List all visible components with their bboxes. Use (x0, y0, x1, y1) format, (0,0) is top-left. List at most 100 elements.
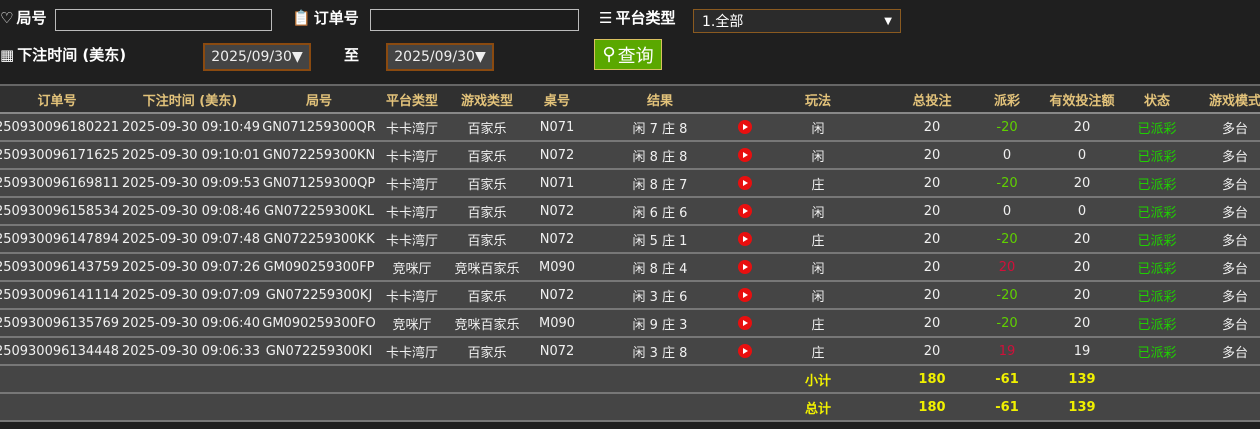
cell-table-no: N071 (530, 169, 584, 198)
cell-valid-bet: 20 (1032, 169, 1132, 198)
cell-valid-bet: 0 (1032, 197, 1132, 226)
cell-bet-time: 2025-09-30 09:06:40 (122, 309, 260, 338)
column-header-round-id: 局号 (258, 84, 380, 114)
cell-table-no: N072 (530, 337, 584, 366)
empty-cell (1182, 365, 1260, 394)
cell-payout: -20 (982, 309, 1032, 338)
empty-cell (530, 393, 584, 422)
cell-game-mode: 多台 (1182, 225, 1260, 254)
cell-round-id: GM090259300FP (258, 253, 380, 282)
cell-platform: 卡卡湾厅 (380, 169, 444, 198)
table-row: 250930096141114 2025-09-30 09:07:09 GN0722… (0, 281, 1260, 310)
cell-status: 已派彩 (1132, 197, 1182, 226)
round-input[interactable] (55, 9, 272, 31)
cell-game-type: 百家乐 (444, 113, 530, 142)
cell-play-type: 闲 (754, 281, 882, 310)
total-valid: 139 (1032, 393, 1132, 422)
cell-valid-bet: 20 (1032, 281, 1132, 310)
empty-cell (258, 393, 380, 422)
cell-result: 闲 8 庄 7 (584, 169, 736, 198)
cell-status: 已派彩 (1132, 141, 1182, 170)
query-button[interactable]: ⚲ 查询 (594, 39, 662, 70)
video-cell (736, 197, 754, 226)
cell-game-mode: 多台 (1182, 169, 1260, 198)
cell-play-type: 庄 (754, 337, 882, 366)
cell-play-type: 庄 (754, 169, 882, 198)
cell-platform: 卡卡湾厅 (380, 141, 444, 170)
cell-order-id: 250930096143759 (0, 253, 122, 282)
to-label: 至 (344, 46, 360, 64)
play-video-icon[interactable] (738, 344, 752, 358)
cell-round-id: GN071259300QP (258, 169, 380, 198)
total-payout: -61 (982, 393, 1032, 422)
cell-status: 已派彩 (1132, 337, 1182, 366)
cell-total-bet: 20 (882, 197, 982, 226)
cell-table-no: N071 (530, 113, 584, 142)
cell-valid-bet: 20 (1032, 225, 1132, 254)
column-header-game-type: 游戏类型 (444, 84, 530, 114)
cell-status: 已派彩 (1132, 113, 1182, 142)
cell-platform: 卡卡湾厅 (380, 225, 444, 254)
chevron-down-icon: ▼ (884, 15, 892, 27)
cell-payout: 0 (982, 141, 1032, 170)
play-video-icon[interactable] (738, 204, 752, 218)
cell-round-id: GN072259300KN (258, 141, 380, 170)
cell-result: 闲 7 庄 8 (584, 113, 736, 142)
cell-status: 已派彩 (1132, 253, 1182, 282)
column-header-video (736, 84, 754, 114)
cell-play-type: 闲 (754, 253, 882, 282)
empty-cell (584, 393, 736, 422)
table-row: 250930096169811 2025-09-30 09:09:53 GN0712… (0, 169, 1260, 198)
table-row: 250930096171625 2025-09-30 09:10:01 GN0722… (0, 141, 1260, 170)
empty-cell (122, 393, 258, 422)
order-input[interactable] (370, 9, 579, 31)
play-video-icon[interactable] (738, 148, 752, 162)
cell-game-type: 竞咪百家乐 (444, 253, 530, 282)
cell-bet-time: 2025-09-30 09:08:46 (122, 197, 260, 226)
cell-bet-time: 2025-09-30 09:07:48 (122, 225, 260, 254)
column-header-order-id: 订单号 (0, 84, 122, 114)
play-video-icon[interactable] (738, 120, 752, 134)
cell-platform: 竞咪厅 (380, 253, 444, 282)
cell-table-no: M090 (530, 253, 584, 282)
cell-platform: 卡卡湾厅 (380, 281, 444, 310)
cell-valid-bet: 19 (1032, 337, 1132, 366)
cell-payout: -20 (982, 281, 1032, 310)
search-icon: ⚲ (602, 44, 616, 65)
empty-cell (0, 393, 122, 422)
cell-payout: -20 (982, 225, 1032, 254)
video-cell (736, 309, 754, 338)
platform-select[interactable]: 1.全部 ▼ (693, 9, 901, 33)
cell-play-type: 庄 (754, 309, 882, 338)
platform-label: ☰ 平台类型 (599, 8, 676, 28)
cell-order-id: 250930096147894 (0, 225, 122, 254)
empty-cell (736, 365, 754, 394)
cell-game-type: 百家乐 (444, 197, 530, 226)
play-video-icon[interactable] (738, 176, 752, 190)
column-header-bet-time: 下注时间 (美东) (122, 84, 258, 114)
empty-cell (584, 365, 736, 394)
column-header-table-no: 桌号 (530, 84, 584, 114)
cell-round-id: GN072259300KI (258, 337, 380, 366)
total-bet: 180 (882, 393, 982, 422)
cell-game-type: 竞咪百家乐 (444, 309, 530, 338)
cell-total-bet: 20 (882, 113, 982, 142)
empty-cell (444, 393, 530, 422)
empty-cell (444, 365, 530, 394)
play-video-icon[interactable] (738, 232, 752, 246)
cell-game-type: 百家乐 (444, 337, 530, 366)
cell-platform: 卡卡湾厅 (380, 113, 444, 142)
play-video-icon[interactable] (738, 260, 752, 274)
cell-result: 闲 8 庄 4 (584, 253, 736, 282)
clipboard-icon: 📋 (292, 8, 311, 27)
date-from-picker[interactable]: 2025/09/30▼ (203, 43, 311, 71)
play-video-icon[interactable] (738, 288, 752, 302)
round-label: ♡ 局号 (0, 8, 47, 28)
empty-cell (530, 365, 584, 394)
cell-game-mode: 多台 (1182, 141, 1260, 170)
cell-result: 闲 3 庄 6 (584, 281, 736, 310)
play-video-icon[interactable] (738, 316, 752, 330)
video-cell (736, 141, 754, 170)
date-to-picker[interactable]: 2025/09/30▼ (386, 43, 494, 71)
cell-game-type: 百家乐 (444, 281, 530, 310)
